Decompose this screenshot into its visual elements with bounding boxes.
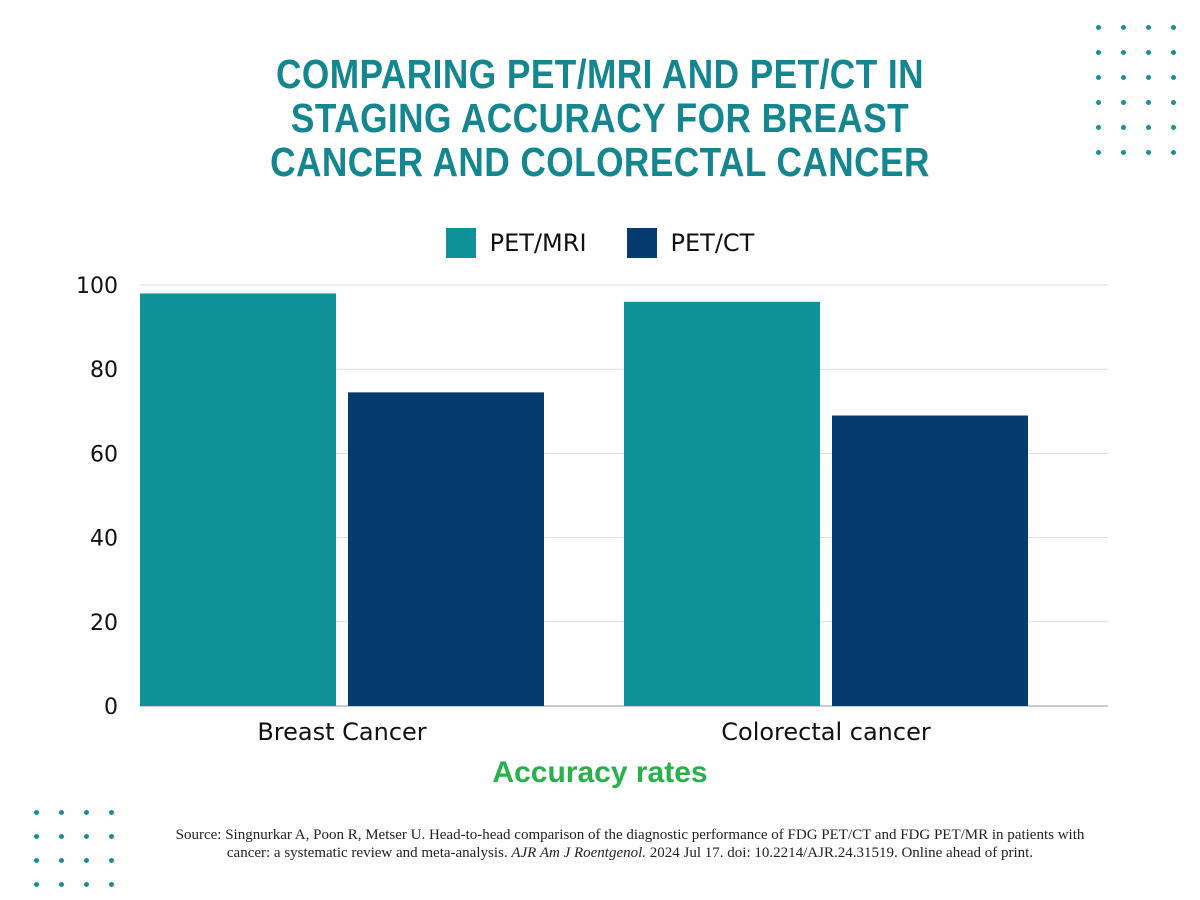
decorative-dot [34, 834, 39, 839]
decorative-dot [1171, 125, 1176, 130]
decorative-dot [1121, 25, 1126, 30]
decorative-dots-top-right [1096, 25, 1181, 157]
decorative-dot [59, 834, 64, 839]
decorative-dot [1096, 50, 1101, 55]
decorative-dots-bottom-left [34, 810, 119, 890]
decorative-dot [1096, 25, 1101, 30]
decorative-dot [59, 810, 64, 815]
chart-legend: PET/MRI PET/CT [0, 228, 1200, 258]
legend-swatch-pet-mri [445, 228, 476, 258]
decorative-dot [1121, 125, 1126, 130]
decorative-dot [109, 834, 114, 839]
bar-pet-ct-1 [832, 415, 1028, 706]
decorative-dot [1171, 25, 1176, 30]
decorative-dot [59, 882, 64, 887]
decorative-dot [34, 858, 39, 863]
y-tick-label: 0 [104, 695, 118, 720]
decorative-dot [59, 858, 64, 863]
decorative-dot [1146, 75, 1151, 80]
decorative-dot [34, 810, 39, 815]
decorative-dot [1121, 50, 1126, 55]
bar-pet-mri-0 [140, 293, 336, 706]
x-tick-label: Colorectal cancer [721, 718, 931, 746]
decorative-dot [1121, 100, 1126, 105]
decorative-dot [84, 810, 89, 815]
x-tick-label: Breast Cancer [257, 718, 426, 746]
source-details: 2024 Jul 17. doi: 10.2214/AJR.24.31519. … [649, 845, 1034, 861]
decorative-dot [1171, 50, 1176, 55]
decorative-dot [1146, 150, 1151, 155]
decorative-dot [1096, 150, 1101, 155]
legend-label-pet-mri: PET/MRI [489, 229, 587, 257]
x-axis-title: Accuracy rates [492, 756, 708, 789]
decorative-dot [84, 858, 89, 863]
decorative-dot [1146, 100, 1151, 105]
decorative-dot [1096, 100, 1101, 105]
decorative-dot [1096, 125, 1101, 130]
y-tick-label: 60 [90, 442, 118, 467]
decorative-dot [1146, 25, 1151, 30]
legend-item-pet-mri: PET/MRI [445, 228, 587, 258]
decorative-dot [34, 882, 39, 887]
decorative-dot [109, 882, 114, 887]
source-text: Source: Singnurkar A, Poon R, Metser U. … [175, 827, 1085, 861]
source-journal: AJR Am J Roentgenol. [511, 845, 647, 861]
decorative-dot [84, 834, 89, 839]
legend-swatch-pet-ct [626, 228, 657, 258]
bar-pet-ct-0 [348, 392, 544, 706]
source-citation: Source: Singnurkar A, Poon R, Metser U. … [160, 826, 1100, 862]
chart-title: COMPARING PET/MRI AND PET/CT IN STAGING … [270, 51, 930, 185]
decorative-dot [1171, 75, 1176, 80]
bar-pet-mri-1 [624, 301, 820, 706]
legend-item-pet-ct: PET/CT [626, 228, 755, 258]
y-tick-label: 40 [90, 527, 118, 552]
decorative-dot [84, 882, 89, 887]
legend-label-pet-ct: PET/CT [670, 229, 755, 257]
y-tick-label: 80 [90, 358, 118, 383]
decorative-dot [109, 810, 114, 815]
decorative-dot [1146, 50, 1151, 55]
y-tick-label: 100 [76, 274, 118, 299]
decorative-dot [1096, 75, 1101, 80]
y-tick-label: 20 [90, 611, 118, 636]
decorative-dot [1171, 100, 1176, 105]
bar-chart: 0 20 40 60 80 100 Breast Cancer Colorectal canc… [76, 274, 1108, 746]
decorative-dot [1146, 125, 1151, 130]
decorative-dot [1121, 150, 1126, 155]
decorative-dot [1121, 75, 1126, 80]
decorative-dot [109, 858, 114, 863]
decorative-dot [1171, 150, 1176, 155]
